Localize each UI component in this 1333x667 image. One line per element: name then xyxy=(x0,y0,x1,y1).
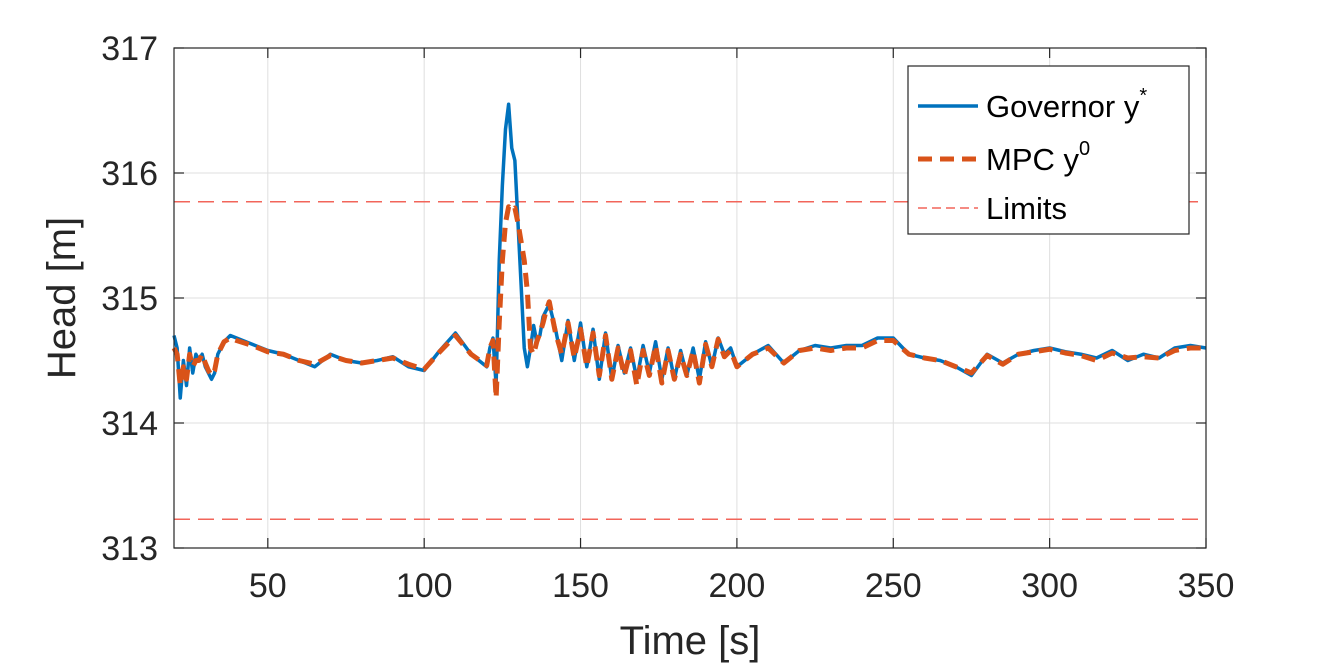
mpc-series-line xyxy=(171,204,1206,401)
x-tick-label: 100 xyxy=(396,567,453,605)
legend-label-mpc: MPC y0 xyxy=(986,138,1090,177)
series-group xyxy=(171,102,1207,401)
legend-label-mpc-sup: 0 xyxy=(1079,138,1090,160)
y-tick-label: 317 xyxy=(101,30,158,68)
legend-label-governor-base: Governor y xyxy=(986,89,1140,124)
y-tick-label: 316 xyxy=(101,155,158,193)
y-tick-label: 313 xyxy=(101,530,158,568)
y-tick-label: 314 xyxy=(101,405,158,443)
legend-box xyxy=(907,65,1190,235)
legend-label-governor: Governor y* xyxy=(986,85,1147,124)
y-axis-label: Head [m] xyxy=(40,217,84,379)
limit-lines xyxy=(174,201,1206,520)
legend-label-mpc-base: MPC y xyxy=(986,142,1080,177)
legend-label-governor-sup: * xyxy=(1139,85,1147,107)
y-tick-label: 315 xyxy=(101,280,158,318)
x-tick-label: 50 xyxy=(249,567,287,605)
legend: Governor y* MPC y0 Limits xyxy=(907,65,1190,235)
x-tick-label: 250 xyxy=(865,567,922,605)
x-axis-label: Time [s] xyxy=(620,619,761,663)
x-tick-label: 350 xyxy=(1178,567,1235,605)
x-tick-label: 200 xyxy=(709,567,766,605)
x-tick-label: 150 xyxy=(552,567,609,605)
legend-label-limits: Limits xyxy=(986,191,1067,226)
x-tick-label: 300 xyxy=(1021,567,1078,605)
ticks: 50 100 150 200 250 300 350 313 314 315 316 317 xyxy=(101,30,1234,605)
